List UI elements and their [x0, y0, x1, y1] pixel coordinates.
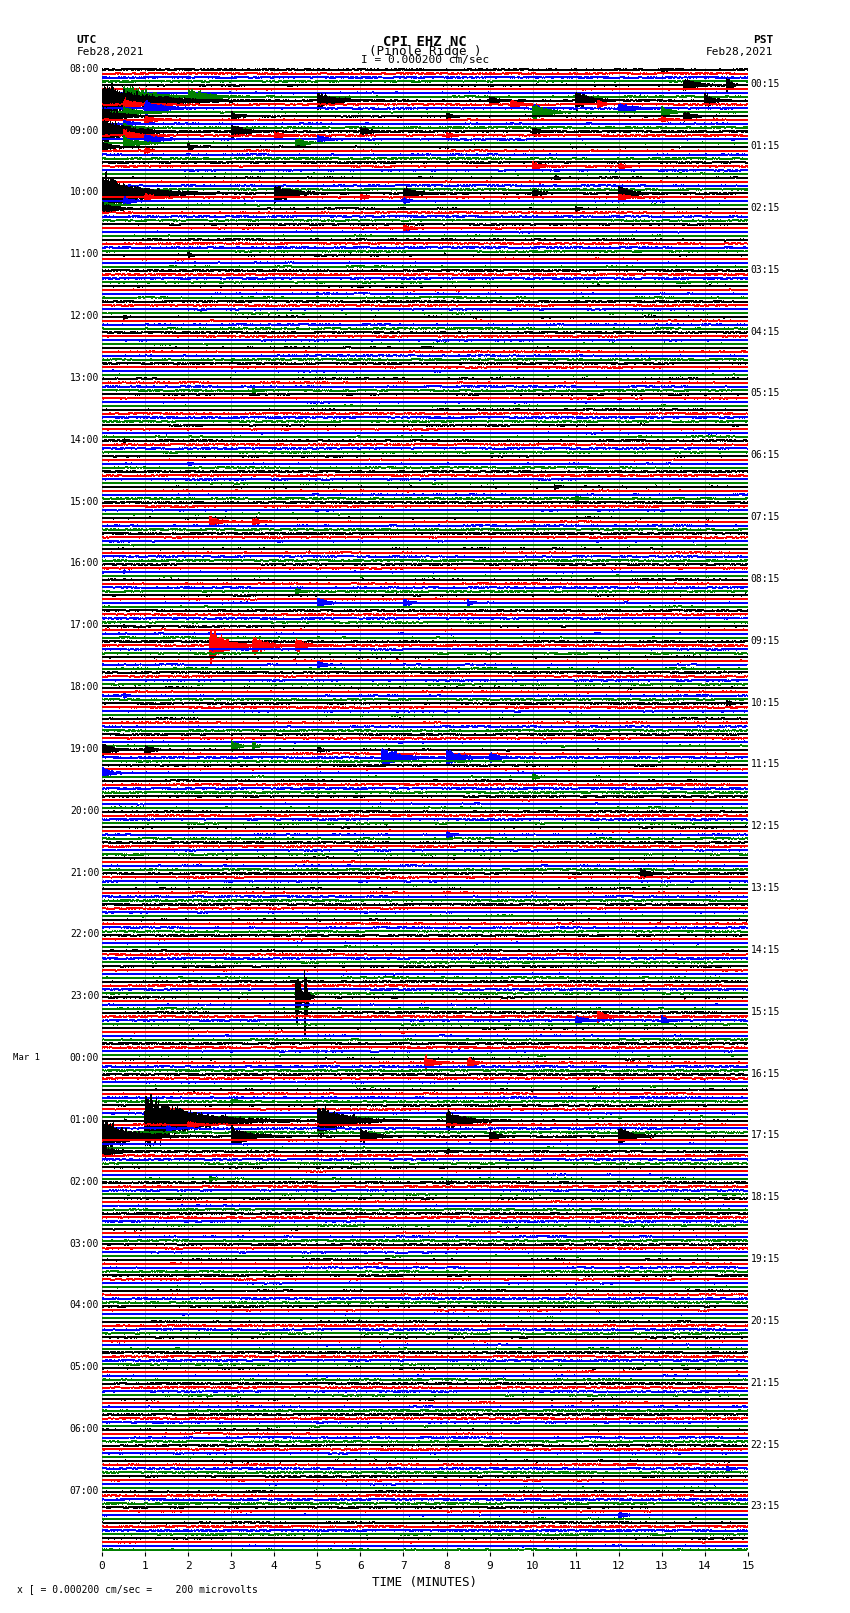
X-axis label: TIME (MINUTES): TIME (MINUTES)	[372, 1576, 478, 1589]
Text: UTC: UTC	[76, 35, 97, 45]
Text: CPI EHZ NC: CPI EHZ NC	[383, 35, 467, 50]
Text: PST: PST	[753, 35, 774, 45]
Text: Mar 1: Mar 1	[13, 1053, 39, 1061]
Text: Feb28,2021: Feb28,2021	[706, 47, 774, 56]
Text: Feb28,2021: Feb28,2021	[76, 47, 144, 56]
Text: (Pinole Ridge ): (Pinole Ridge )	[369, 45, 481, 58]
Text: x [ = 0.000200 cm/sec =    200 microvolts: x [ = 0.000200 cm/sec = 200 microvolts	[17, 1584, 258, 1594]
Text: I = 0.000200 cm/sec: I = 0.000200 cm/sec	[361, 55, 489, 65]
